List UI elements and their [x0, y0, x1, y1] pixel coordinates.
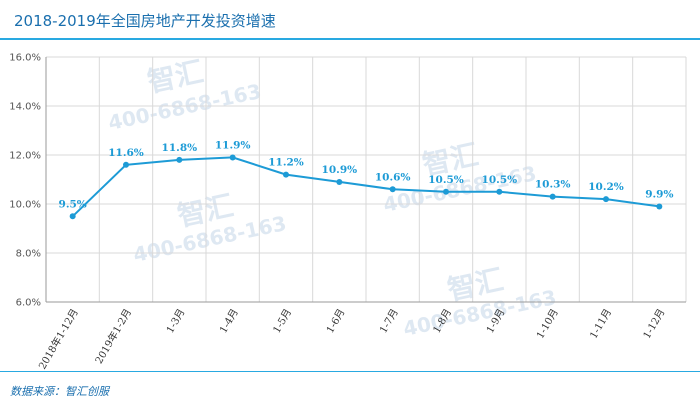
x-tick-label: 1-5月: [271, 307, 294, 336]
y-tick-label: 10.0%: [9, 200, 41, 211]
x-tick-label: 1-7月: [377, 307, 400, 336]
x-tick-label: 1-4月: [217, 307, 240, 336]
y-tick-label: 14.0%: [9, 102, 41, 113]
footer-divider: [0, 371, 700, 372]
watermark-layer: 智汇 400-6868-163 智汇 400-6868-163 智汇 400-6…: [106, 55, 558, 341]
data-point: [389, 186, 396, 193]
data-point: [283, 171, 289, 178]
x-tick-label: 1-11月: [588, 307, 615, 341]
x-tick-label: 1-6月: [324, 307, 347, 336]
y-tick-label: 6.0%: [16, 298, 41, 309]
data-label: 10.2%: [588, 181, 624, 193]
title-divider: [0, 38, 700, 40]
data-point: [549, 193, 556, 200]
data-point: [496, 188, 503, 195]
grid-lines: [45, 56, 687, 302]
data-point: [336, 178, 343, 185]
source-note: 数据来源：智汇创服: [10, 385, 109, 398]
axes: [45, 57, 686, 303]
x-tick-label: 2019年1-2月: [92, 306, 134, 366]
data-label: 9.9%: [645, 188, 673, 200]
data-label: 11.8%: [162, 142, 198, 154]
data-label: 10.5%: [428, 174, 464, 186]
x-tick-labels: 2018年1-12月 2019年1-2月 1-3月 1-4月 1-5月 1-6月 1-7月 1…: [36, 306, 668, 371]
x-tick-label: 2018年1-12月: [36, 306, 81, 371]
data-point: [123, 161, 129, 168]
data-point: [656, 203, 663, 210]
x-tick-label: 1-12月: [641, 307, 668, 341]
page-title: 2018-2019年全国房地产开发投资增速: [14, 12, 276, 30]
data-point: [229, 154, 236, 161]
y-tick-label: 8.0%: [16, 249, 41, 260]
x-tick-label: 1-3月: [164, 307, 187, 336]
data-point: [176, 156, 183, 163]
data-label: 10.3%: [535, 179, 571, 191]
data-labels: 9.5% 11.6% 11.8% 11.9% 11.2% 10.9% 10.6% 10.5% 1…: [59, 139, 674, 210]
data-label: 11.6%: [108, 147, 144, 159]
data-label: 9.5%: [59, 198, 87, 210]
data-point: [69, 213, 76, 220]
data-point: [603, 196, 609, 203]
y-tick-label: 12.0%: [9, 151, 41, 162]
data-label: 10.9%: [322, 164, 358, 176]
series-line: [72, 156, 660, 218]
data-points: [69, 154, 663, 220]
data-label: 11.9%: [215, 139, 251, 151]
data-point: [443, 188, 449, 195]
data-label: 11.2%: [268, 157, 304, 169]
data-label: 10.6%: [375, 171, 411, 183]
y-tick-labels: 6.0% 8.0% 10.0% 12.0% 14.0% 16.0%: [9, 53, 41, 309]
y-tick-label: 16.0%: [9, 53, 41, 64]
data-label: 10.5%: [482, 174, 518, 186]
